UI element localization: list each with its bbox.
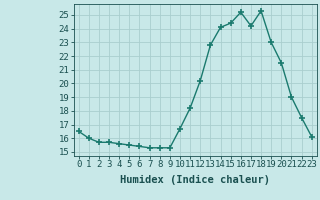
X-axis label: Humidex (Indice chaleur): Humidex (Indice chaleur) xyxy=(120,175,270,185)
